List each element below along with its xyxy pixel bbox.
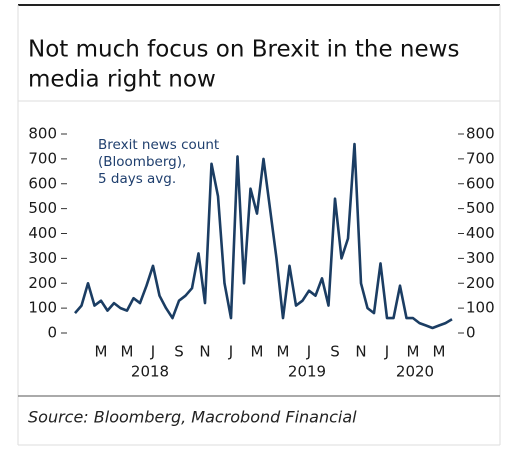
y-tick-label: 800 (28, 125, 57, 143)
y-tick-label: 300 (28, 249, 57, 267)
y-tick-label: 200 (28, 274, 57, 292)
x-tick-label: J (150, 343, 155, 361)
line (74, 142, 453, 330)
y2-tick-label: 700 (466, 149, 495, 167)
y-tick-label: 600 (28, 174, 57, 192)
chart-title: Not much focus on Brexit in the news (28, 37, 459, 63)
x-tick-label: M (121, 343, 134, 361)
x-tick-label: J (306, 343, 311, 361)
y2-tick-label: 800 (466, 125, 495, 143)
y-tick-label: 700 (28, 149, 57, 167)
x-tick-label: N (355, 343, 366, 361)
y-tick-label: 500 (28, 199, 57, 217)
y2-tick-label: 300 (466, 249, 495, 267)
y2-tick-label: 500 (466, 199, 495, 217)
x-tick-label: J (384, 343, 389, 361)
y-tick-label: 0 (47, 324, 57, 342)
x-tick-label: S (174, 343, 184, 361)
annotation: (Bloomberg), (98, 154, 186, 170)
year-label: 2020 (396, 363, 434, 381)
y2-tick-label: 0 (466, 324, 476, 342)
annotation: 5 days avg. (98, 171, 176, 187)
x-tick-label: M (251, 343, 264, 361)
year-label: 2018 (131, 363, 169, 381)
year-label: 2019 (288, 363, 326, 381)
annotation: Brexit news count (98, 137, 219, 153)
x-tick-label: M (433, 343, 446, 361)
y2-tick-label: 200 (466, 274, 495, 292)
x-tick-label: S (330, 343, 340, 361)
x-tick-label: M (95, 343, 108, 361)
x-tick-label: M (277, 343, 290, 361)
chart-title: media right now (28, 67, 216, 93)
y-tick-label: 400 (28, 224, 57, 242)
y2-tick-label: 100 (466, 299, 495, 317)
x-tick-label: J (228, 343, 233, 361)
y2-tick-label: 400 (466, 224, 495, 242)
x-tick-label: M (407, 343, 420, 361)
x-tick-label: N (199, 343, 210, 361)
source: Source: Bloomberg, Macrobond Financial (28, 408, 357, 427)
y2-tick-label: 600 (466, 174, 495, 192)
y-tick-label: 100 (28, 299, 57, 317)
